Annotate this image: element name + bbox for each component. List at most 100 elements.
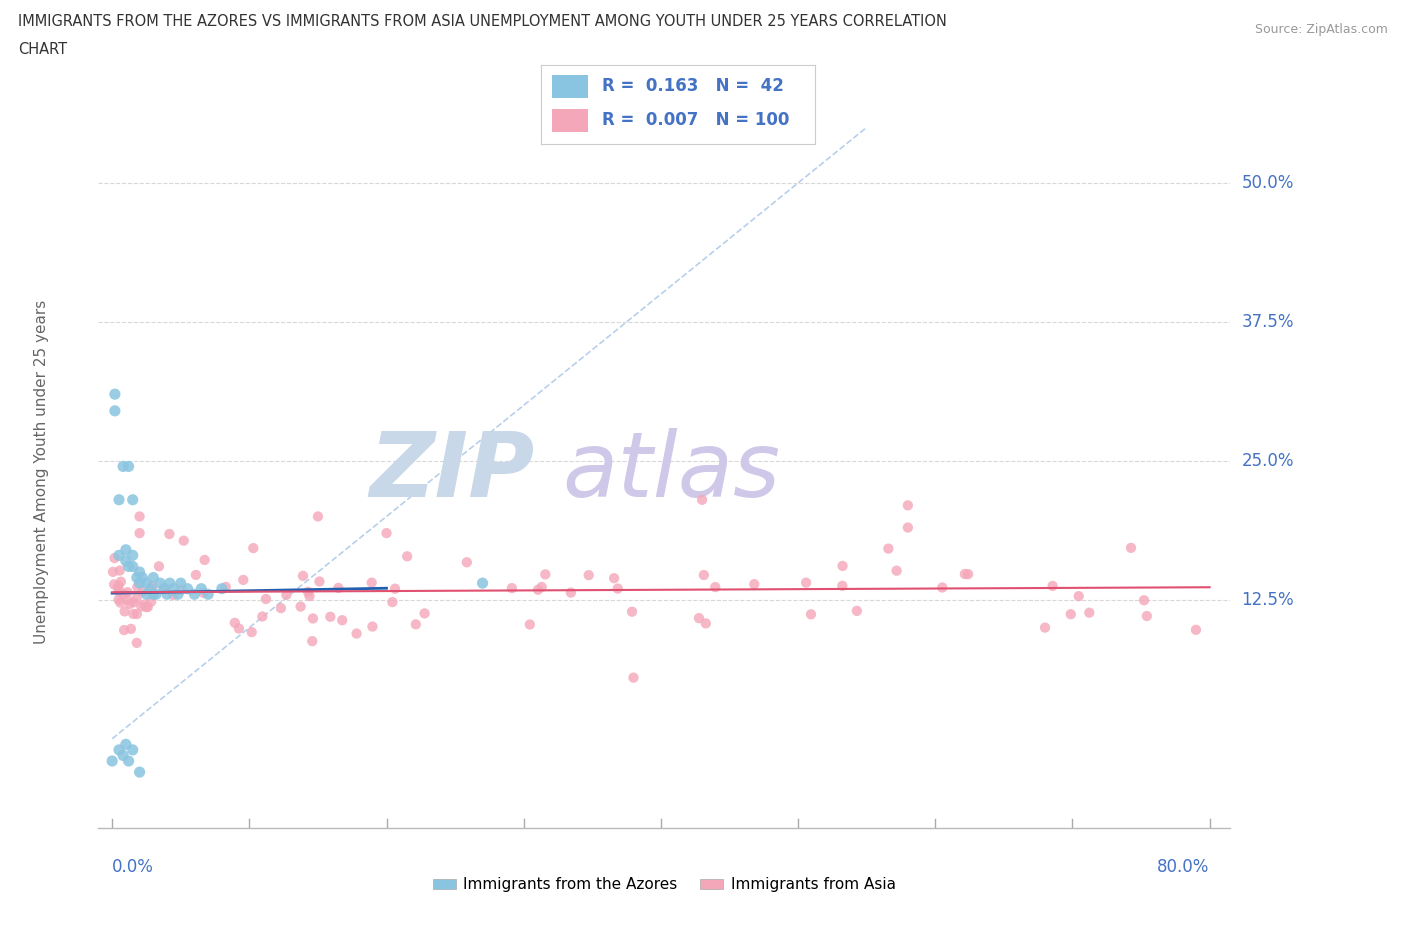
- Point: [183, 587, 205, 602]
- Point: [297, 584, 319, 599]
- Point: [134, 597, 156, 612]
- Point: [149, 576, 172, 591]
- Point: [125, 570, 148, 585]
- Point: [215, 579, 238, 594]
- Point: [107, 578, 129, 593]
- Point: [346, 626, 368, 641]
- Point: [1136, 608, 1159, 623]
- Point: [194, 552, 217, 567]
- Point: [148, 559, 170, 574]
- Point: [162, 588, 184, 603]
- Point: [330, 613, 353, 628]
- Point: [122, 595, 145, 610]
- Point: [145, 587, 167, 602]
- Point: [1078, 605, 1101, 620]
- Point: [128, 576, 150, 591]
- Text: CHART: CHART: [18, 42, 67, 57]
- Text: Unemployment Among Youth under 25 years: Unemployment Among Youth under 25 years: [34, 299, 49, 644]
- Point: [381, 594, 404, 609]
- Point: [302, 611, 325, 626]
- Point: [139, 581, 162, 596]
- Text: Source: ZipAtlas.com: Source: ZipAtlas.com: [1254, 23, 1388, 36]
- Point: [197, 587, 219, 602]
- Point: [240, 625, 263, 640]
- Point: [530, 579, 553, 594]
- Point: [104, 404, 127, 418]
- Point: [108, 742, 131, 757]
- Point: [695, 616, 717, 631]
- Point: [112, 622, 135, 637]
- Point: [242, 540, 264, 555]
- Point: [361, 619, 384, 634]
- Point: [153, 581, 176, 596]
- Point: [101, 565, 124, 579]
- Point: [519, 618, 541, 632]
- Point: [107, 580, 129, 595]
- Point: [276, 588, 298, 603]
- Point: [375, 525, 398, 540]
- Point: [115, 542, 138, 557]
- Point: [690, 492, 713, 507]
- Point: [101, 753, 124, 768]
- Point: [1042, 578, 1064, 593]
- Point: [125, 635, 148, 650]
- Point: [157, 526, 180, 541]
- Point: [292, 568, 315, 583]
- Point: [129, 599, 152, 614]
- Point: [1033, 620, 1056, 635]
- Point: [115, 553, 138, 568]
- Point: [120, 621, 142, 636]
- Text: R =  0.163   N =  42: R = 0.163 N = 42: [602, 77, 783, 96]
- Point: [931, 580, 953, 595]
- Point: [103, 551, 125, 565]
- Text: 80.0%: 80.0%: [1157, 858, 1209, 876]
- Point: [384, 581, 406, 596]
- Point: [534, 567, 557, 582]
- Point: [142, 587, 165, 602]
- Text: 25.0%: 25.0%: [1241, 452, 1294, 470]
- Point: [110, 595, 132, 610]
- Point: [308, 574, 330, 589]
- Point: [252, 609, 274, 624]
- Point: [125, 606, 148, 621]
- Point: [128, 565, 150, 579]
- Point: [121, 548, 143, 563]
- Point: [704, 579, 727, 594]
- Point: [897, 498, 920, 512]
- Point: [527, 582, 550, 597]
- Point: [131, 585, 153, 600]
- Point: [131, 570, 153, 585]
- Text: 50.0%: 50.0%: [1241, 174, 1294, 192]
- Point: [328, 580, 350, 595]
- Point: [193, 585, 215, 600]
- Point: [167, 587, 190, 602]
- Bar: [553, 74, 588, 99]
- Point: [298, 589, 321, 604]
- Point: [742, 577, 765, 591]
- Text: ZIP: ZIP: [368, 428, 534, 516]
- Point: [228, 621, 250, 636]
- Point: [108, 492, 131, 507]
- Point: [190, 581, 212, 596]
- Point: [115, 737, 138, 751]
- Point: [173, 533, 195, 548]
- Point: [1060, 606, 1083, 621]
- Point: [117, 753, 139, 768]
- Point: [1185, 622, 1208, 637]
- Text: 12.5%: 12.5%: [1241, 591, 1294, 609]
- Point: [114, 604, 136, 618]
- Point: [135, 600, 157, 615]
- Point: [224, 616, 246, 631]
- Point: [1133, 592, 1156, 607]
- Point: [688, 611, 710, 626]
- Point: [413, 606, 436, 621]
- Point: [957, 566, 980, 581]
- Text: R =  0.007   N = 100: R = 0.007 N = 100: [602, 112, 789, 129]
- Point: [108, 584, 131, 599]
- Point: [953, 566, 976, 581]
- Point: [623, 671, 645, 685]
- Point: [136, 600, 159, 615]
- Bar: [553, 109, 588, 132]
- Point: [886, 564, 908, 578]
- Point: [290, 599, 312, 614]
